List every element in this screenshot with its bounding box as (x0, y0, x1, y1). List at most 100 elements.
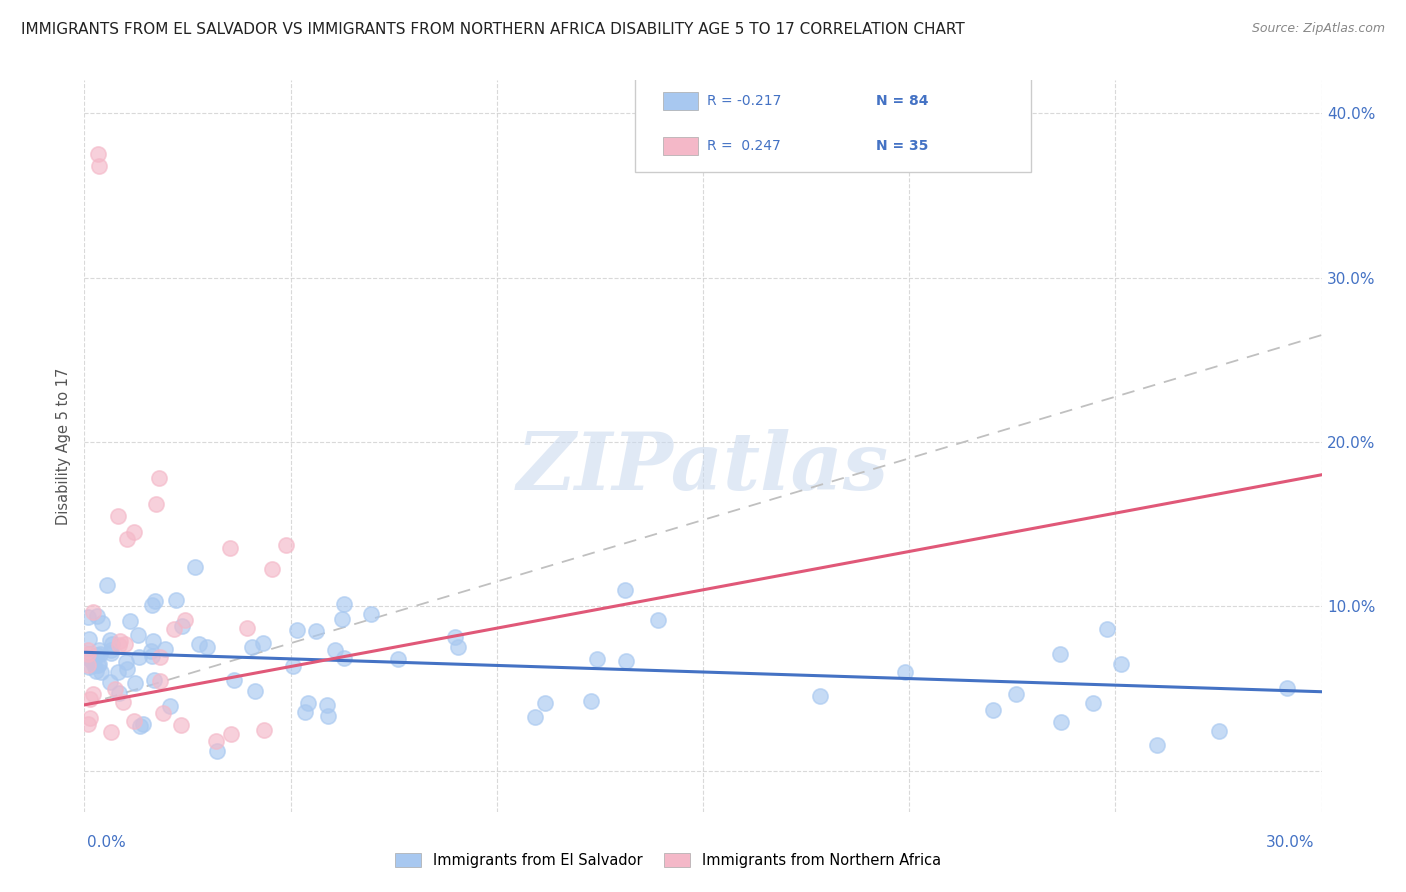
Point (100, 646, 122, 660)
Point (84, 665, 107, 679)
Point (165, 592, 187, 607)
Point (79, 659, 101, 673)
Point (332, 612, 354, 626)
Point (87, 159, 110, 173)
Point (444, 630, 467, 644)
Point (1050, 714, 1073, 729)
Point (96, 578, 118, 592)
Point (219, 541, 242, 556)
Point (152, 706, 174, 720)
Point (219, 727, 242, 741)
Point (174, 613, 197, 627)
Point (77, 717, 100, 731)
Point (77, 647, 100, 661)
Point (170, 717, 193, 731)
Text: R = -0.217: R = -0.217 (707, 94, 782, 108)
Text: 30.0%: 30.0% (1267, 836, 1315, 850)
Point (260, 562, 283, 576)
Text: N = 35: N = 35 (876, 139, 928, 153)
Text: ZIPatlas: ZIPatlas (517, 429, 889, 507)
Point (124, 525, 146, 540)
Point (274, 538, 297, 552)
Point (139, 644, 162, 658)
Point (1146, 738, 1168, 752)
Point (1081, 696, 1104, 710)
Point (240, 640, 263, 654)
Point (184, 559, 207, 574)
Point (808, 690, 831, 704)
Point (89, 657, 111, 671)
Point (148, 471, 170, 485)
Point (112, 695, 135, 709)
Point (172, 619, 194, 633)
Point (586, 652, 609, 666)
Point (141, 648, 163, 663)
Point (447, 640, 470, 654)
Point (124, 676, 146, 690)
Point (163, 623, 186, 637)
Point (89, 642, 111, 657)
Point (91, 616, 114, 631)
Point (149, 673, 172, 688)
Point (142, 673, 165, 687)
Point (79, 691, 101, 706)
Point (195, 640, 218, 654)
Point (533, 696, 555, 710)
Point (128, 719, 150, 733)
Point (281, 658, 304, 673)
Point (82, 605, 104, 619)
Point (1109, 657, 1132, 672)
Point (87, 657, 110, 672)
Point (101, 637, 124, 651)
Point (253, 723, 276, 737)
Point (117, 662, 139, 676)
Point (316, 698, 339, 712)
Point (127, 628, 149, 642)
Point (86, 648, 108, 663)
Point (98, 675, 121, 690)
Point (87, 147, 110, 161)
Point (77, 647, 100, 661)
Point (316, 709, 339, 723)
Point (333, 597, 356, 611)
Point (143, 594, 166, 608)
Point (114, 637, 136, 651)
Point (77, 651, 100, 665)
Point (108, 686, 131, 700)
FancyBboxPatch shape (636, 78, 1031, 171)
Bar (664, 137, 697, 155)
Point (523, 710, 546, 724)
Point (108, 638, 131, 652)
Point (118, 614, 141, 628)
Point (100, 724, 122, 739)
Point (107, 665, 129, 679)
Point (90, 665, 112, 679)
Point (205, 744, 228, 758)
Point (77, 643, 100, 657)
Point (100, 643, 122, 657)
Point (1095, 622, 1118, 636)
Y-axis label: Disability Age 5 to 17: Disability Age 5 to 17 (56, 368, 72, 524)
Point (614, 654, 637, 668)
Point (115, 655, 138, 669)
Text: 0.0%: 0.0% (87, 836, 127, 850)
Point (1049, 647, 1071, 661)
Point (581, 694, 603, 708)
Point (159, 699, 181, 714)
Bar (664, 92, 697, 110)
Point (98, 633, 121, 648)
Point (332, 651, 354, 665)
Point (145, 497, 167, 511)
Point (252, 636, 274, 650)
Point (222, 673, 245, 688)
Point (285, 624, 308, 638)
Point (132, 716, 155, 731)
Point (294, 705, 316, 719)
Point (149, 650, 172, 665)
Point (79, 710, 101, 724)
Point (142, 634, 165, 648)
Point (387, 651, 409, 665)
Point (323, 642, 346, 657)
Point (204, 734, 226, 748)
Point (104, 681, 127, 696)
